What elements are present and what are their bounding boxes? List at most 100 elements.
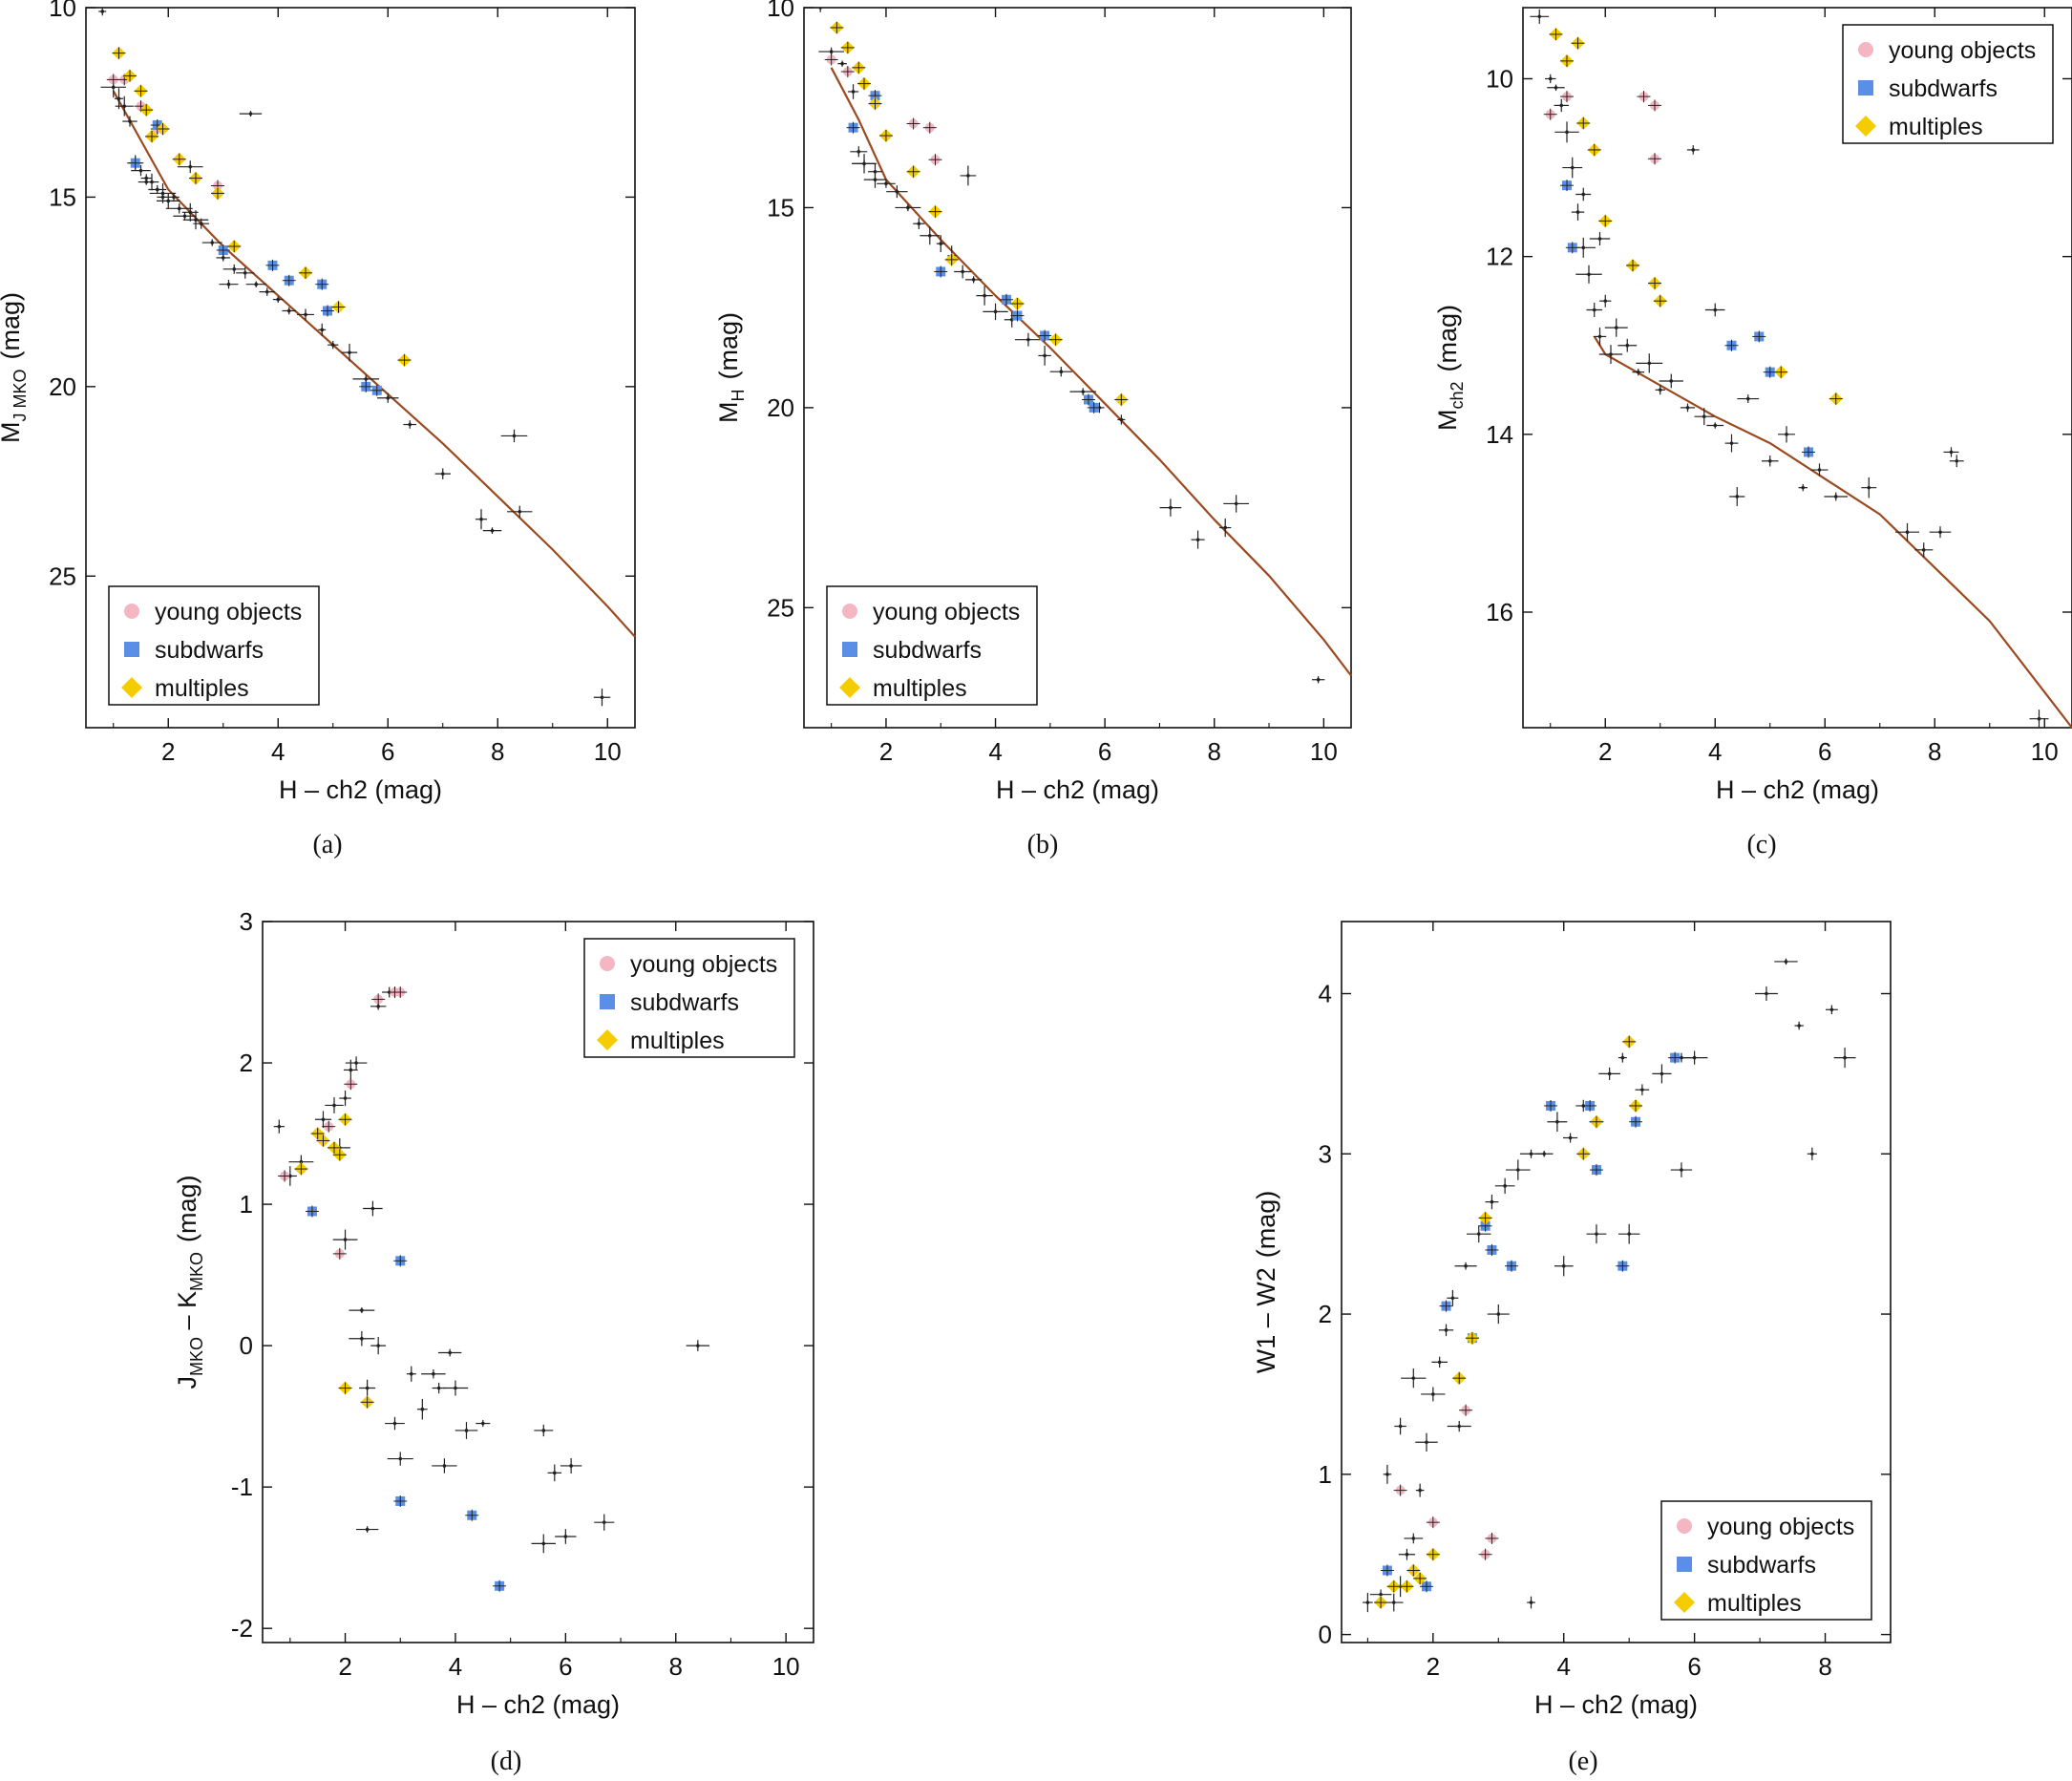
field-point <box>479 517 483 521</box>
field-point <box>398 1456 403 1461</box>
field-point <box>1581 245 1586 250</box>
field-point <box>1365 1601 1370 1604</box>
data-points <box>814 8 1325 684</box>
field-point <box>348 350 351 354</box>
x-axis-title: H – ch2 (mag) <box>1534 1690 1698 1719</box>
field-point <box>1059 370 1064 373</box>
y-tick-label: 10 <box>1486 64 1513 93</box>
panel-e: 2 4 6 8 0 1 2 3 4 H – ch2 (mag) W1 – W2(mag) young … <box>1252 921 1892 1776</box>
legend-label: multiples <box>873 675 967 702</box>
field-point <box>440 472 445 476</box>
field-point <box>1425 1440 1428 1445</box>
plot-frame <box>85 7 636 729</box>
field-point <box>1658 388 1662 392</box>
field-point <box>1581 192 1586 197</box>
y-axis-title: Mch2(mag) <box>1433 305 1467 431</box>
field-point <box>166 199 171 203</box>
field-point <box>906 205 910 210</box>
legend-box <box>826 585 1038 706</box>
field-point <box>840 61 844 66</box>
legend-label: young objects <box>873 599 1020 625</box>
x-tick-label: 4 <box>449 1652 462 1681</box>
field-point <box>927 233 932 238</box>
field-point <box>122 104 127 108</box>
field-point <box>436 1386 441 1390</box>
y-tick-label: -1 <box>231 1473 253 1501</box>
field-point <box>1559 103 1564 108</box>
field-point <box>1767 458 1772 463</box>
field-point <box>1702 414 1706 418</box>
legend: young objects subdwarfs multiples <box>108 585 320 706</box>
field-point <box>1785 433 1788 436</box>
field-point <box>1801 485 1806 490</box>
panel-a: 2 4 6 8 10 10 15 20 25 H – ch2 (mag) MJ MKO(mag) yo… <box>0 0 636 859</box>
field-point <box>1385 1473 1389 1476</box>
field-point <box>1195 538 1200 541</box>
panel-caption: (a) <box>312 830 342 859</box>
legend: young objects subdwarfs multiples <box>583 938 795 1058</box>
field-point <box>128 119 132 123</box>
field-point <box>1516 1168 1520 1172</box>
field-point <box>409 1371 413 1376</box>
field-point <box>464 1429 469 1432</box>
legend: young objects subdwarfs multiples <box>826 585 1038 706</box>
field-point <box>1405 1552 1409 1557</box>
y-tick-label: 3 <box>240 907 253 936</box>
field-point <box>1431 1392 1435 1396</box>
legend-label: multiples <box>630 1028 725 1054</box>
x-tick-label: 2 <box>1598 737 1612 766</box>
field-point <box>1949 450 1954 455</box>
field-point <box>966 174 970 178</box>
field-point <box>343 1096 348 1100</box>
y-tick-label: -2 <box>231 1614 253 1643</box>
data-points <box>1363 958 1856 1613</box>
data-points <box>273 986 710 1592</box>
field-point <box>1542 1152 1547 1156</box>
field-point <box>1692 1055 1697 1060</box>
field-point <box>1437 1360 1442 1365</box>
field-point <box>1444 1328 1448 1332</box>
field-point <box>1713 307 1718 312</box>
legend-young-marker <box>1858 42 1873 57</box>
field-point <box>1938 530 1942 535</box>
panel-c: 2 4 6 8 10 10 12 14 16 H – ch2 (mag) Mch2(mag) youn… <box>1433 7 2072 859</box>
x-tick-label: 10 <box>772 1652 800 1681</box>
x-tick-label: 2 <box>338 1652 351 1681</box>
legend-label: subdwarfs <box>873 637 982 664</box>
field-point <box>1587 272 1591 277</box>
legend-multiple-marker <box>597 1029 618 1050</box>
plot-frame <box>1341 921 1892 1643</box>
field-point <box>1575 210 1580 214</box>
field-point <box>432 1371 435 1376</box>
x-tick-label: 2 <box>1427 1652 1440 1681</box>
field-point <box>895 189 899 194</box>
field-point <box>1411 1376 1416 1380</box>
field-point <box>1548 76 1553 81</box>
field-point <box>448 1350 452 1355</box>
legend-label: subdwarfs <box>1707 1552 1816 1579</box>
field-point <box>1597 237 1602 241</box>
legend-subdwarf-marker <box>600 994 615 1009</box>
field-point <box>1817 468 1822 472</box>
field-point <box>2037 716 2041 721</box>
field-point <box>1636 370 1640 374</box>
field-point <box>254 282 259 286</box>
y-axis-title: MH(mag) <box>714 312 748 423</box>
y-tick-label: 3 <box>1319 1139 1332 1168</box>
field-point <box>1457 1424 1462 1429</box>
field-point <box>490 528 495 533</box>
legend-multiple-marker <box>1674 1592 1695 1613</box>
legend-subdwarf-marker <box>1858 80 1873 95</box>
field-point <box>376 1005 380 1008</box>
x-axis-title: H – ch2 (mag) <box>279 775 442 804</box>
x-tick-label: 4 <box>271 737 285 766</box>
field-point <box>111 85 116 90</box>
field-point <box>1490 1199 1494 1204</box>
field-point <box>1625 343 1630 348</box>
y-tick-label: 0 <box>1319 1621 1332 1649</box>
field-point <box>182 214 187 219</box>
field-point <box>144 180 149 184</box>
x-tick-label: 2 <box>161 737 175 766</box>
field-point <box>563 1535 568 1538</box>
field-point <box>1669 379 1674 383</box>
